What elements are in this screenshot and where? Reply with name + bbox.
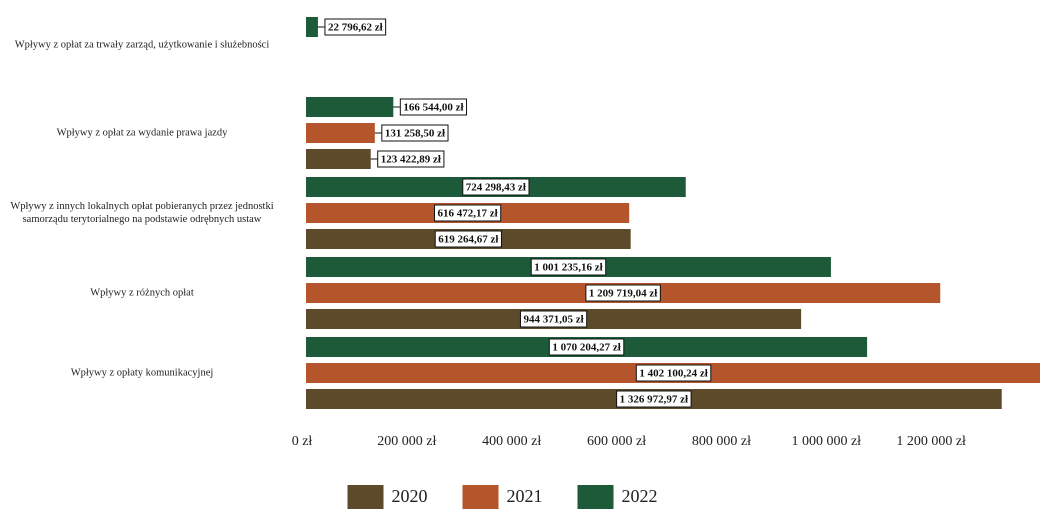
data-label: 22 796,62 zł (328, 22, 383, 34)
legend-swatch (577, 485, 614, 509)
data-label: 1 209 719,04 zł (589, 288, 657, 300)
bar (306, 97, 394, 117)
x-tick-label: 400 000 zł (482, 434, 541, 449)
legend-swatch (347, 485, 384, 509)
category-label: Wpływy z innych lokalnych opłat pobieran… (10, 201, 274, 225)
legend-label: 2020 (392, 486, 428, 506)
category-label: Wpływy z różnych opłat (90, 287, 194, 299)
label-box (585, 284, 661, 302)
label-box (616, 390, 692, 408)
data-label: 131 258,50 zł (385, 128, 445, 140)
data-label: 944 371,05 zł (523, 314, 583, 326)
bar (306, 17, 318, 37)
x-tick-label: 0 zł (292, 434, 313, 449)
label-box (635, 364, 712, 382)
data-label: 1 326 972,97 zł (620, 394, 688, 406)
bar (306, 123, 375, 143)
label-box (519, 310, 588, 328)
x-tick-label: 1 200 000 zł (896, 434, 966, 449)
data-label: 123 422,89 zł (381, 154, 441, 166)
label-box (462, 178, 530, 196)
data-label: 619 264,67 zł (438, 234, 498, 246)
category-label: Wpływy z opłaty komunikacyjnej (70, 367, 214, 379)
label-box (377, 150, 445, 168)
bar (306, 149, 371, 169)
label-box (530, 258, 607, 276)
data-label: 1 070 204,27 zł (552, 342, 620, 354)
category-label: Wpływy z opłat za wydanie prawa jazdy (56, 127, 228, 139)
legend-label: 2022 (622, 486, 658, 506)
label-box (399, 98, 468, 116)
label-box (381, 124, 449, 142)
x-tick-label: 800 000 zł (692, 434, 751, 449)
label-box (434, 230, 502, 248)
data-label: 724 298,43 zł (466, 182, 526, 194)
label-box (548, 338, 625, 356)
data-label: 166 544,00 zł (403, 102, 463, 114)
legend-label: 2021 (507, 486, 543, 506)
x-tick-label: 1 000 000 zł (791, 434, 861, 449)
plot-area (306, 17, 1040, 409)
x-tick-label: 200 000 zł (377, 434, 436, 449)
data-label: 616 472,17 zł (438, 208, 498, 220)
data-label: 1 402 100,24 zł (639, 368, 707, 380)
legend-swatch (462, 485, 499, 509)
data-label: 1 001 235,16 zł (534, 262, 602, 274)
category-label: Wpływy z opłat za trwały zarząd, użytkow… (14, 39, 270, 51)
label-box (324, 18, 387, 36)
x-tick-label: 600 000 zł (587, 434, 646, 449)
label-box (434, 204, 502, 222)
